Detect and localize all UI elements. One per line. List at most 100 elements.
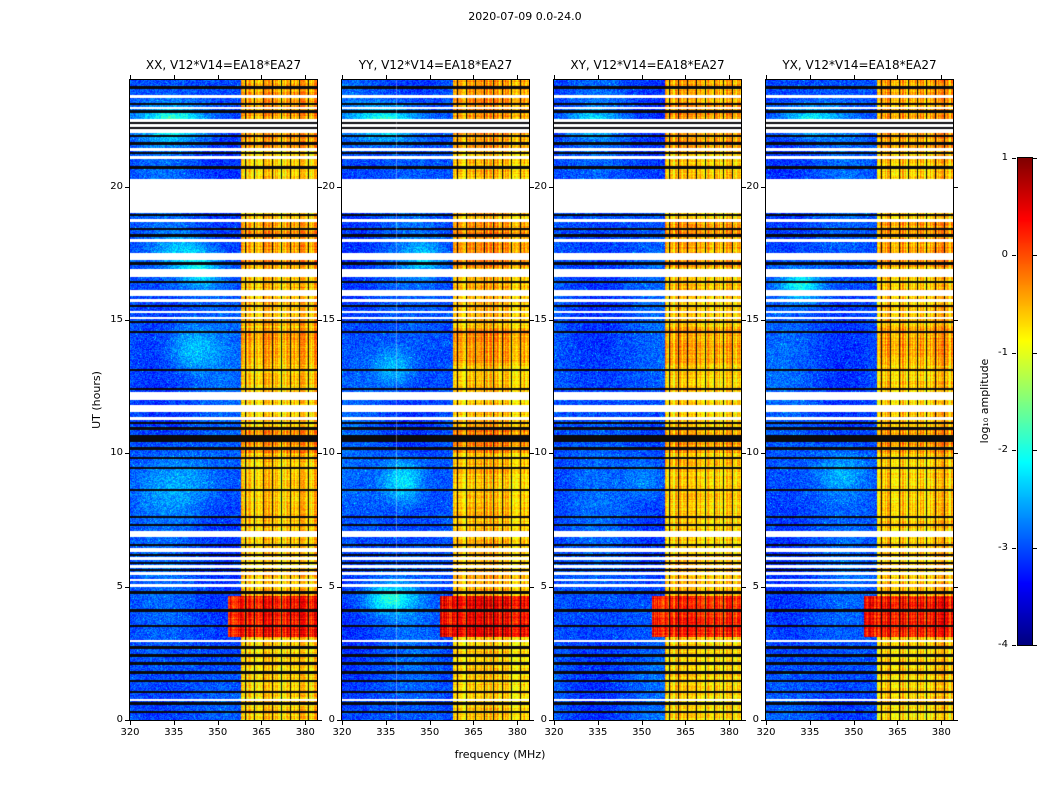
colorbar	[1018, 158, 1032, 645]
colorbar-tick-mark	[1033, 645, 1037, 646]
y-tick-mark	[742, 453, 746, 455]
y-tick-label: 10	[746, 447, 759, 459]
x-tick-label: 335	[376, 727, 396, 738]
x-tick-mark	[597, 75, 599, 79]
x-tick-mark	[809, 721, 811, 725]
y-tick-mark	[761, 186, 765, 188]
colorbar-tick-mark	[1012, 547, 1016, 549]
y-tick-label: 15	[322, 314, 335, 325]
x-tick-mark	[473, 75, 475, 79]
colorbar-tick-label: 1	[1001, 152, 1008, 163]
y-tick-mark	[761, 320, 765, 321]
panel-title-yx: YX, V12*V14=EA18*EA27	[782, 58, 937, 72]
x-tick-mark	[305, 75, 307, 79]
x-tick-mark	[342, 721, 343, 725]
y-tick-label: 20	[534, 180, 547, 192]
x-tick-mark	[173, 721, 175, 725]
y-tick-mark	[530, 186, 534, 188]
x-tick-mark	[641, 721, 643, 725]
y-tick-mark	[318, 453, 322, 455]
panel-title-xy: XY, V12*V14=EA18*EA27	[570, 58, 725, 72]
y-tick-mark	[954, 720, 958, 721]
y-tick-mark	[549, 586, 553, 588]
panel-title-yy: YY, V12*V14=EA18*EA27	[358, 58, 513, 72]
x-tick-label: 335	[164, 727, 184, 738]
x-tick-label: 320	[544, 727, 564, 738]
x-tick-label: 380	[507, 727, 527, 738]
x-tick-mark	[342, 75, 343, 79]
y-tick-mark	[318, 320, 322, 321]
x-tick-mark	[385, 721, 387, 725]
x-tick-mark	[554, 75, 555, 79]
y-tick-label: 15	[110, 314, 123, 325]
y-tick-mark	[530, 320, 534, 321]
y-tick-mark	[337, 320, 341, 321]
x-tick-mark	[853, 75, 855, 79]
x-tick-label: 365	[463, 727, 484, 738]
colorbar-tick-mark	[1012, 450, 1016, 452]
figure-title: 2020-07-09 0.0-24.0	[468, 10, 582, 23]
colorbar-tick-mark	[1033, 547, 1037, 549]
y-tick-mark	[125, 453, 129, 455]
y-tick-mark	[125, 586, 129, 588]
x-tick-label: 365	[887, 727, 908, 738]
y-tick-mark	[549, 453, 553, 455]
x-tick-mark	[261, 721, 263, 725]
x-tick-label: 380	[931, 727, 951, 738]
y-tick-mark	[318, 720, 322, 721]
colorbar-tick-mark	[1033, 352, 1037, 354]
x-tick-label: 335	[800, 727, 820, 738]
panel-title-xx: XX, V12*V14=EA18*EA27	[145, 58, 302, 72]
x-tick-mark	[130, 721, 131, 725]
x-tick-mark	[729, 75, 731, 79]
x-tick-mark	[853, 721, 855, 725]
x-tick-label: 320	[332, 727, 352, 738]
x-tick-mark	[554, 721, 555, 725]
x-tick-mark	[941, 75, 943, 79]
y-tick-mark	[954, 186, 958, 188]
y-tick-mark	[530, 453, 534, 455]
y-tick-mark	[337, 453, 341, 455]
x-tick-mark	[130, 75, 131, 79]
x-tick-mark	[173, 75, 175, 79]
y-tick-label: 0	[328, 714, 335, 725]
y-tick-label: 10	[534, 447, 547, 459]
colorbar-tick-label: -2	[998, 444, 1008, 456]
colorbar-frame	[1017, 157, 1033, 646]
x-tick-mark	[685, 75, 687, 79]
x-tick-mark	[766, 721, 767, 725]
x-tick-mark	[305, 721, 307, 725]
x-tick-label: 365	[251, 727, 272, 738]
x-tick-mark	[429, 721, 431, 725]
y-tick-mark	[549, 320, 553, 321]
y-tick-label: 10	[322, 447, 335, 459]
panel-frame-yy	[341, 79, 530, 721]
x-tick-mark	[429, 75, 431, 79]
y-tick-mark	[530, 720, 534, 721]
x-tick-label: 335	[588, 727, 608, 738]
y-tick-label: 0	[540, 714, 547, 725]
x-tick-label: 320	[120, 727, 140, 738]
colorbar-tick-label: 0	[1001, 249, 1008, 261]
panel-frame-xy	[553, 79, 742, 721]
x-tick-mark	[261, 75, 263, 79]
y-tick-mark	[337, 186, 341, 188]
y-tick-mark	[530, 586, 534, 588]
x-tick-mark	[597, 721, 599, 725]
y-tick-mark	[954, 586, 958, 588]
spectrogram-panel-xx	[130, 80, 317, 720]
colorbar-label: log₁₀ amplitude	[978, 358, 991, 444]
y-tick-mark	[761, 720, 765, 721]
y-tick-mark	[337, 586, 341, 588]
colorbar-tick-label: -1	[998, 346, 1008, 358]
colorbar-tick-mark	[1012, 645, 1016, 646]
panel-frame-yx	[765, 79, 954, 721]
x-tick-mark	[941, 721, 943, 725]
colorbar-tick-mark	[1012, 255, 1016, 257]
x-axis-label: frequency (MHz)	[454, 748, 546, 761]
y-tick-label: 0	[752, 714, 759, 725]
y-tick-label: 5	[540, 580, 547, 592]
x-tick-label: 350	[844, 727, 864, 738]
spectrogram-panel-yy	[342, 80, 529, 720]
